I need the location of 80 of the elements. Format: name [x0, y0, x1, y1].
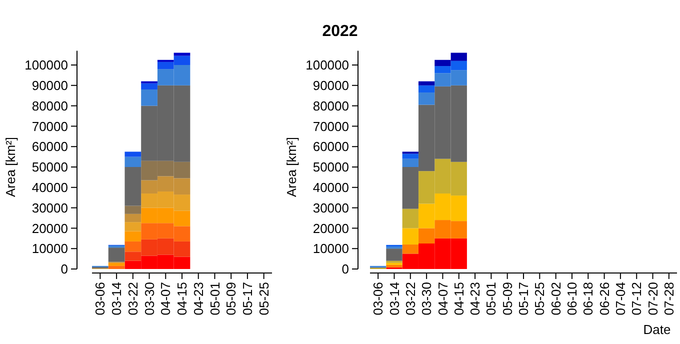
bar — [402, 208, 418, 228]
x-tick-label: 04-07 — [435, 282, 450, 316]
x-tick-label: 04-15 — [451, 282, 466, 316]
y-tick-label: 20000 — [312, 220, 349, 236]
x-tick-label: 06-18 — [580, 282, 596, 316]
bar — [418, 85, 435, 93]
x-tick-label: 03-22 — [402, 282, 418, 316]
y-tick-label: 50000 — [312, 160, 349, 175]
bar — [418, 92, 435, 105]
x-tick-label: 05-01 — [484, 282, 499, 316]
y-tick-label: 90000 — [32, 78, 68, 93]
bar — [174, 52, 190, 56]
bar — [108, 262, 125, 266]
x-tick-label: 07-12 — [629, 282, 644, 316]
y-tick-label: 10000 — [312, 241, 349, 256]
y-tick-label: 80000 — [32, 98, 68, 114]
bar — [141, 89, 158, 106]
bar — [402, 154, 418, 159]
x-tick-label: 03-22 — [125, 282, 140, 316]
x-tick-label: 04-23 — [468, 282, 483, 316]
y-tick-label: 0 — [60, 262, 68, 277]
bar — [124, 156, 142, 167]
bar — [124, 152, 142, 157]
x-tick-label: 04-15 — [174, 282, 190, 316]
y-tick-label: 60000 — [32, 139, 68, 154]
y-tick-label: 30000 — [312, 200, 349, 216]
x-tick-label: 07-20 — [645, 282, 660, 316]
x-tick-label: 03-14 — [109, 282, 124, 316]
y-axis-title: Area [km²] — [3, 137, 18, 197]
bar — [124, 214, 142, 222]
bar — [124, 167, 142, 206]
x-tick-label: 03-14 — [386, 282, 402, 316]
x-tick-label: 05-01 — [207, 282, 222, 316]
y-tick-label: 90000 — [312, 78, 349, 93]
x-tick-label: 07-04 — [612, 282, 628, 316]
y-tick-label: 70000 — [32, 118, 68, 134]
x-tick-label: 03-30 — [142, 282, 157, 316]
bar — [124, 222, 142, 232]
x-tick-label: 05-09 — [500, 282, 515, 316]
x-tick-label: 05-25 — [532, 282, 548, 316]
bar — [418, 81, 435, 86]
bar — [124, 231, 142, 242]
bar — [402, 244, 418, 254]
x-tick-label: 03-06 — [92, 282, 108, 316]
bar — [108, 266, 125, 269]
y-tick-label: 40000 — [32, 180, 68, 195]
x-axis-title: Date — [643, 322, 671, 337]
x-tick-label: 03-30 — [419, 282, 434, 316]
y-tick-label: 100000 — [24, 58, 68, 73]
x-tick-label: 05-17 — [516, 282, 532, 316]
bar — [141, 83, 158, 90]
y-tick-label: 50000 — [32, 160, 68, 175]
x-tick-label: 04-23 — [190, 282, 206, 316]
x-tick-label: 06-02 — [548, 282, 564, 316]
bar — [402, 228, 418, 245]
y-tick-label: 100000 — [306, 58, 349, 73]
bar — [402, 158, 418, 167]
bar — [124, 241, 142, 252]
y-tick-label: 20000 — [32, 220, 68, 236]
x-tick-label: 07-28 — [661, 282, 676, 316]
bar — [108, 248, 125, 262]
x-tick-label: 03-06 — [370, 282, 386, 316]
y-tick-label: 10000 — [32, 241, 68, 256]
y-tick-label: 40000 — [312, 180, 349, 195]
bar — [386, 264, 402, 268]
y-tick-label: 60000 — [312, 139, 349, 154]
x-tick-label: 06-10 — [564, 282, 580, 316]
y-tick-label: 0 — [342, 262, 349, 277]
bar — [386, 248, 402, 261]
x-tick-label: 05-25 — [256, 282, 272, 316]
x-tick-label: 05-09 — [224, 282, 239, 316]
chart-title: 2022 — [322, 23, 358, 40]
y-tick-label: 70000 — [312, 118, 349, 134]
y-tick-label: 30000 — [32, 200, 68, 216]
bar — [124, 206, 142, 214]
y-tick-label: 80000 — [312, 98, 349, 114]
x-tick-label: 05-17 — [240, 282, 256, 316]
x-tick-label: 04-07 — [158, 282, 174, 316]
x-tick-label: 06-26 — [596, 282, 612, 316]
y-axis-title: Area [km²] — [284, 137, 299, 197]
